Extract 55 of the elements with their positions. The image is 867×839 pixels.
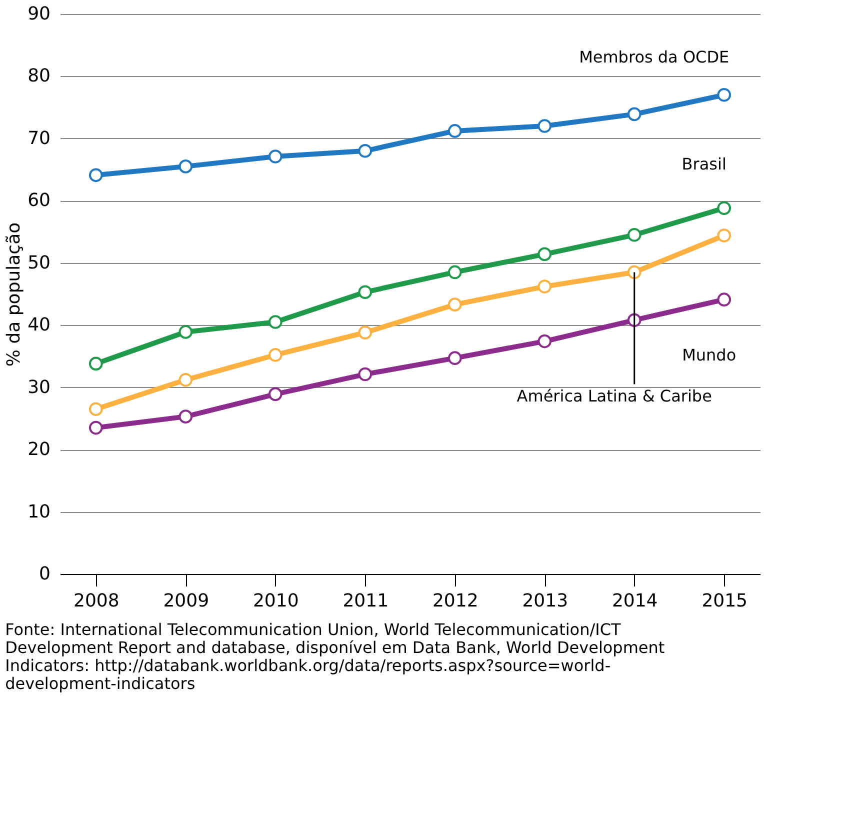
point xyxy=(448,351,462,365)
y-tick-label: 20 xyxy=(28,439,50,460)
y-tick-label: 0 xyxy=(39,564,50,584)
x-tick-label: 2014 xyxy=(612,590,658,612)
text: Mundo xyxy=(682,346,736,365)
point xyxy=(358,285,372,300)
point xyxy=(178,160,193,174)
y-tick-label: 40 xyxy=(28,314,50,336)
point xyxy=(448,124,462,138)
y-tick-label: 60 xyxy=(28,190,50,212)
point xyxy=(268,348,282,362)
point xyxy=(448,298,462,312)
point xyxy=(358,367,372,382)
point xyxy=(538,119,552,133)
point xyxy=(268,150,282,164)
point xyxy=(538,334,552,348)
point xyxy=(178,325,193,339)
point xyxy=(627,107,642,122)
point xyxy=(448,265,462,280)
point xyxy=(88,420,103,435)
x-tick-label: 2013 xyxy=(522,590,568,612)
point xyxy=(88,402,103,416)
x-tick-label: 2010 xyxy=(252,590,299,612)
point xyxy=(627,265,642,280)
source-note: Fonte: International Telecommunication Union, World Telecommunication/ICT Development Report and database, disponível em Data Bank, World Development Indicators: http://databank.worldbank.org/data/reports.aspx?source=world-development-indicators xyxy=(5,620,665,693)
y-tick-label: 10 xyxy=(28,501,50,522)
x-tick-label: 2015 xyxy=(702,590,748,612)
y-tick-label: 80 xyxy=(28,66,50,87)
point xyxy=(717,292,732,307)
point xyxy=(88,356,103,371)
x-tick-label: 2011 xyxy=(342,590,389,612)
point xyxy=(538,247,552,262)
point xyxy=(178,410,193,424)
point xyxy=(358,144,372,158)
point xyxy=(88,168,103,182)
y-tick-label: 90 xyxy=(28,4,50,24)
x-tick-label: 2009 xyxy=(163,590,210,612)
x-tick-label: 2008 xyxy=(73,590,120,612)
point xyxy=(268,387,282,402)
series-label: Brasil xyxy=(682,154,726,174)
y-axis-title: % da população xyxy=(4,222,25,367)
y-tick-label: 30 xyxy=(28,376,50,398)
point xyxy=(627,228,642,242)
x-tick-label: 2012 xyxy=(432,590,478,612)
point xyxy=(717,201,732,216)
y-tick-label: 50 xyxy=(28,252,50,274)
y-tick-label: 70 xyxy=(28,128,50,149)
point xyxy=(717,228,732,242)
point xyxy=(358,326,372,340)
point xyxy=(178,372,193,387)
point xyxy=(538,280,552,294)
point xyxy=(717,88,732,102)
point xyxy=(268,315,282,329)
series-label: Membros da OCDE xyxy=(579,48,730,67)
text: América Latina & Caribe xyxy=(516,386,712,406)
